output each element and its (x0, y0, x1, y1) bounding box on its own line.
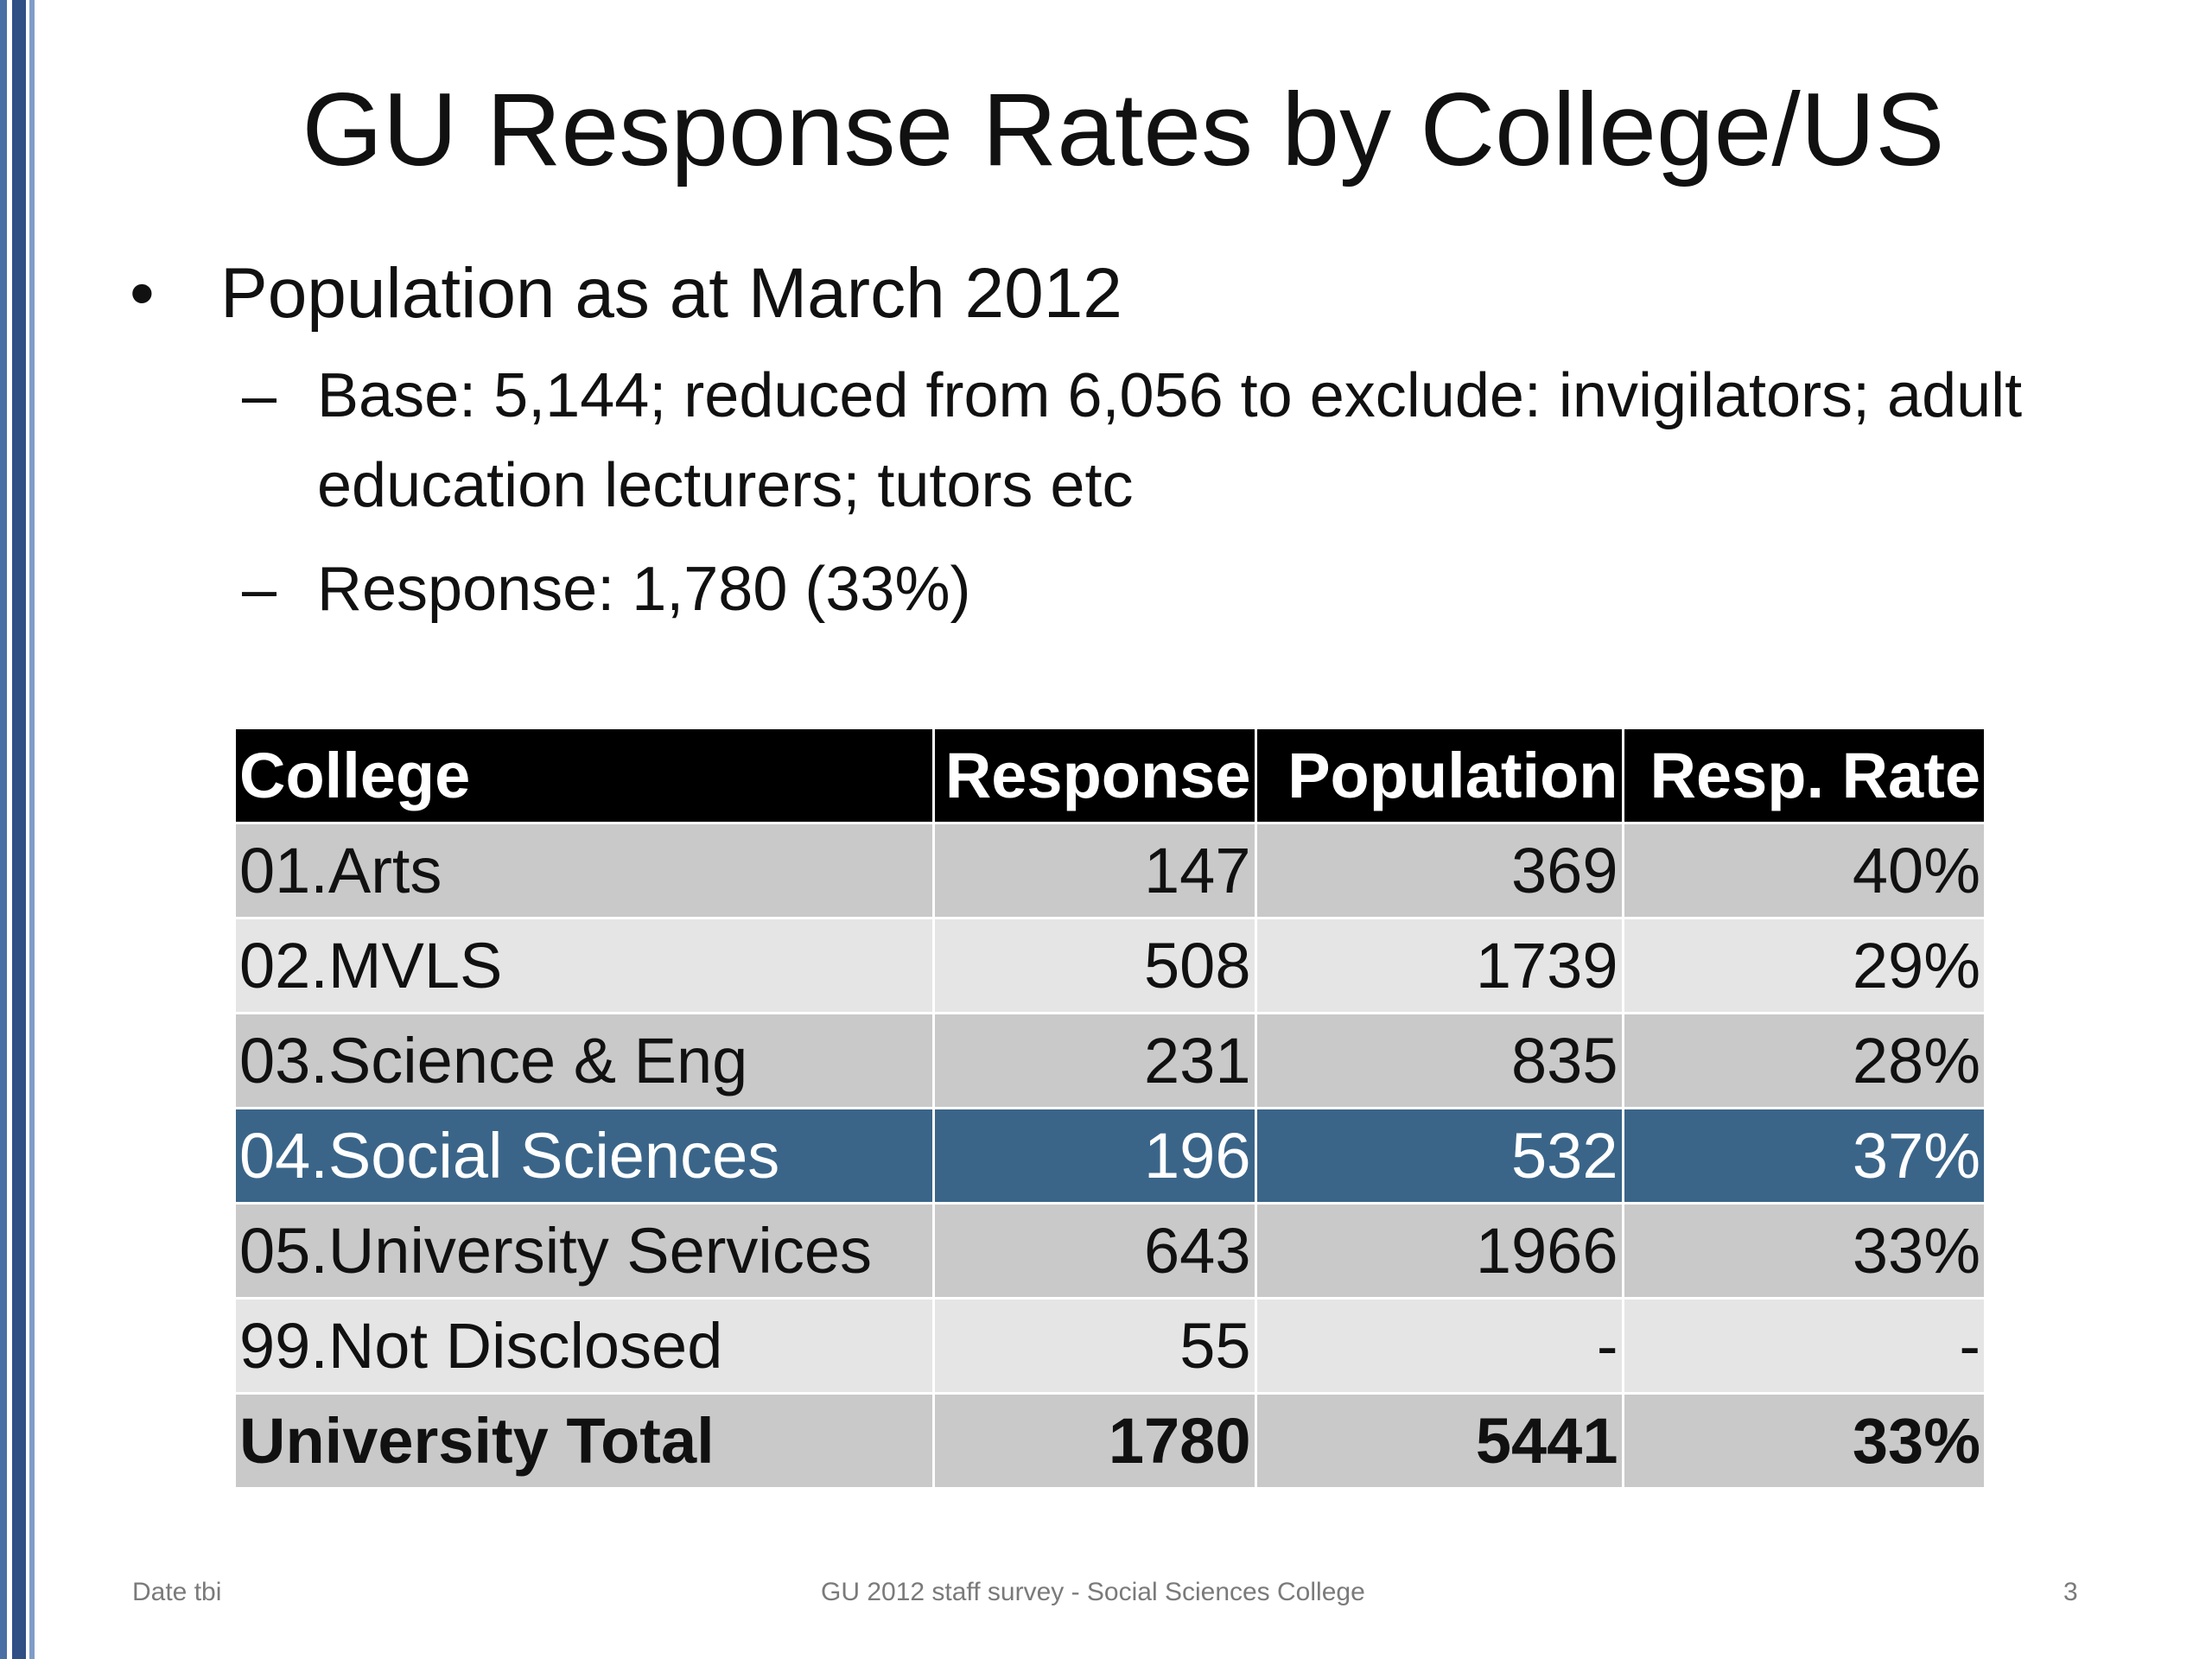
response-cell: 147 (933, 823, 1257, 918)
college-cell: 99.Not Disclosed (236, 1298, 935, 1394)
dash-icon: – (242, 555, 277, 624)
response-rates-table: College Response Population Resp. Rate 0… (236, 729, 1984, 1490)
sub-bullet-base: – Base: 5,144; reduced from 6,056 to exc… (130, 351, 2166, 531)
response-cell: 231 (933, 1013, 1257, 1109)
total-population-cell: 5441 (1255, 1393, 1624, 1489)
slide-title: GU Response Rates by College/US (302, 72, 1945, 188)
population-cell: 1739 (1255, 918, 1624, 1014)
response-cell: 196 (933, 1108, 1257, 1204)
table-row: 03.Science & Eng 231 835 28% (236, 1013, 1984, 1109)
table-row: 01.Arts 147 369 40% (236, 823, 1984, 918)
rate-cell: - (1623, 1298, 1984, 1394)
total-label-cell: University Total (236, 1393, 935, 1489)
table-header-row: College Response Population Resp. Rate (236, 729, 1984, 823)
rate-cell: 28% (1623, 1013, 1984, 1109)
population-cell: 1966 (1255, 1203, 1624, 1299)
bullet-population-text: Population as at March 2012 (220, 254, 1122, 333)
header-resp-rate: Resp. Rate (1623, 729, 1984, 823)
total-rate-cell: 33% (1623, 1393, 1984, 1489)
response-cell: 508 (933, 918, 1257, 1014)
sub-bullet-response: – Response: 1,780 (33%) (130, 544, 2117, 634)
footer-title: GU 2012 staff survey - Social Sciences C… (821, 1578, 1365, 1606)
header-college: College (236, 729, 935, 823)
rate-cell: 33% (1623, 1203, 1984, 1299)
dash-icon: – (242, 361, 277, 430)
bullet-population: • Population as at March 2012 (130, 251, 2117, 337)
population-cell: 369 (1255, 823, 1624, 918)
footer-date: Date tbi (132, 1578, 222, 1606)
footer-page-number: 3 (2063, 1578, 2078, 1606)
rate-cell: 37% (1623, 1108, 1984, 1204)
table-row: 99.Not Disclosed 55 - - (236, 1298, 1984, 1394)
bullet-dot-icon: • (130, 254, 155, 333)
sub-bullet-response-text: Response: 1,780 (33%) (317, 555, 971, 624)
header-response: Response (933, 729, 1257, 823)
population-cell: 835 (1255, 1013, 1624, 1109)
population-cell: - (1255, 1298, 1624, 1394)
table-row-highlighted: 04.Social Sciences 196 532 37% (236, 1108, 1984, 1204)
table-total-row: University Total 1780 5441 33% (236, 1393, 1984, 1489)
college-cell: 03.Science & Eng (236, 1013, 935, 1109)
college-cell: 02.MVLS (236, 918, 935, 1014)
rate-cell: 40% (1623, 823, 1984, 918)
total-response-cell: 1780 (933, 1393, 1257, 1489)
college-cell: 05.University Services (236, 1203, 935, 1299)
college-cell: 01.Arts (236, 823, 935, 918)
response-cell: 643 (933, 1203, 1257, 1299)
response-cell: 55 (933, 1298, 1257, 1394)
left-decorative-stripe (0, 0, 38, 1659)
rate-cell: 29% (1623, 918, 1984, 1014)
bullet-list: • Population as at March 2012 – Base: 5,… (130, 251, 2117, 634)
population-cell: 532 (1255, 1108, 1624, 1204)
header-population: Population (1255, 729, 1624, 823)
sub-bullet-base-text: Base: 5,144; reduced from 6,056 to exclu… (317, 361, 2023, 520)
table-row: 02.MVLS 508 1739 29% (236, 918, 1984, 1014)
college-cell: 04.Social Sciences (236, 1108, 935, 1204)
table-row: 05.University Services 643 1966 33% (236, 1203, 1984, 1299)
